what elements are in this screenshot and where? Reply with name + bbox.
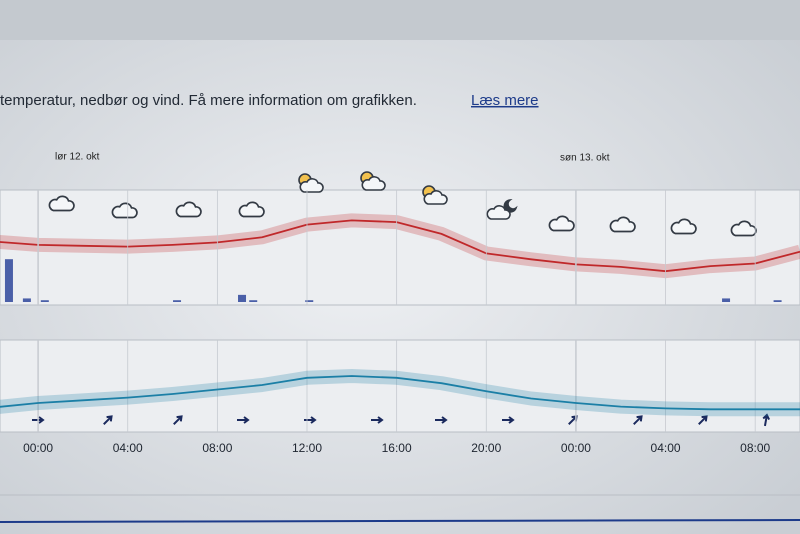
x-tick-label: 00:00 (561, 441, 591, 455)
wind-arrow (435, 416, 448, 424)
bar (238, 294, 247, 302)
date-label: søn 13. okt (560, 153, 610, 164)
wind-arrow (103, 415, 113, 425)
bar (22, 298, 31, 302)
x-tick-label: 04:00 (113, 441, 143, 455)
x-tick-label: 08:00 (202, 441, 232, 455)
wind-arrow (32, 416, 45, 424)
wind-arrow-shape (237, 416, 250, 424)
bar (305, 300, 314, 302)
wind-arrow (173, 415, 183, 425)
wind-arrow-shape (762, 413, 771, 427)
wind-arrow (762, 413, 771, 427)
wind-arrow (371, 416, 384, 424)
wind-arrow-shape (698, 415, 708, 425)
wind-arrow-shape (633, 415, 643, 425)
x-tick-label: 08:00 (740, 441, 770, 455)
bar (4, 259, 13, 302)
bar (40, 300, 49, 302)
wind-arrow (502, 416, 515, 424)
wind-arrow-shape (173, 415, 183, 425)
bar (722, 298, 731, 302)
weather-icons (32, 171, 771, 427)
wind-arrow (633, 415, 643, 425)
top-band (0, 0, 800, 40)
wind-arrow-shape (502, 416, 515, 424)
read-more-link[interactable]: Læs mere (471, 92, 539, 109)
wind-arrow (237, 416, 250, 424)
x-tick-label: 12:00 (292, 441, 322, 455)
bar (173, 300, 182, 302)
wind-arrow-shape (103, 415, 113, 425)
x-tick-label: 20:00 (471, 441, 501, 455)
x-tick-label: 04:00 (651, 441, 681, 455)
footer-line (0, 519, 800, 523)
bar (773, 300, 782, 302)
x-tick-label: 16:00 (382, 441, 412, 455)
wind-arrow (698, 415, 708, 425)
x-tick-label: 00:00 (23, 441, 53, 455)
wind-panel (0, 339, 800, 433)
line (0, 375, 800, 411)
date-label: lør 12. okt (55, 152, 100, 163)
wind-arrow-shape (435, 416, 448, 424)
wind-arrow (304, 416, 317, 424)
wind-arrow-shape (32, 416, 45, 424)
bar (249, 300, 258, 302)
intro-text: temperatur, nedbør og vind. Få mere info… (0, 92, 417, 109)
wind-arrow-shape (304, 416, 317, 424)
wind-arrow-shape (371, 416, 384, 424)
